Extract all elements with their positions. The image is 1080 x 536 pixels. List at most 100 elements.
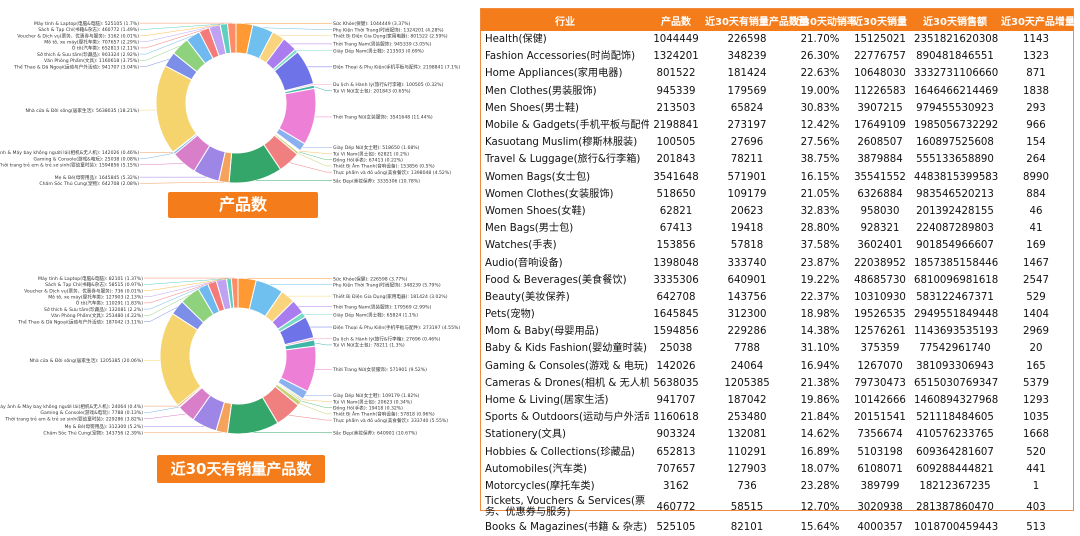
value-cell: 15.64% <box>791 519 849 536</box>
slice-label: Thời Trang Nam(男装服饰): 179569 (2.99%) <box>332 303 431 310</box>
industry-table-container: 行业产品数近30天有销量产品数量近30天动销率近30天销量近30天销售额近30天… <box>480 8 1074 511</box>
slice-label: Giày Dép Nữ(女士鞋): 518650 (1.68%) <box>333 144 420 151</box>
value-cell: 1398048 <box>649 254 703 271</box>
value-cell: 333740 <box>703 254 791 271</box>
industry-cell: Men Bags(男士包) <box>481 220 649 237</box>
value-cell: 21.70% <box>791 31 849 48</box>
value-cell: 571901 <box>703 169 791 186</box>
value-cell: 903324 <box>649 426 703 443</box>
slice-label: Du lịch & Hành lý(旅行&行李箱): 100505 (0.32%… <box>333 81 443 88</box>
value-cell: 2198841 <box>649 117 703 134</box>
value-cell: 3162 <box>649 478 703 495</box>
slice-label: Văn Phòng Phẩm(文具): 253480 (4.22%) <box>51 312 143 319</box>
value-cell: 707657 <box>649 461 703 478</box>
value-cell: 1324201 <box>649 48 703 65</box>
value-cell: 1646466214469 <box>911 83 999 100</box>
slice-label: Túi Ví Nữ(女士包): 201843 (0.65%) <box>332 87 411 94</box>
value-cell: 2547 <box>999 272 1073 289</box>
sold-product-count-donut-chart: Sức Khỏe(保健): 226598 (3.77%)Phụ Kiện Thờ… <box>0 263 470 448</box>
slice-label: Phụ Kiện Thời Trang(时尚配饰): 1324201 (4.28… <box>333 26 444 33</box>
value-cell: 1293 <box>999 392 1073 409</box>
value-cell: 884 <box>999 186 1073 203</box>
leader-line <box>140 163 184 164</box>
value-cell: 28.80% <box>791 220 849 237</box>
leader-line <box>314 87 332 91</box>
value-cell: 640901 <box>703 272 791 289</box>
value-cell: 10310930 <box>849 289 911 306</box>
value-cell: 890481846551 <box>911 48 999 65</box>
industry-cell: Books & Magazines(书籍 & 杂志) <box>481 519 649 536</box>
value-cell: 18.98% <box>791 306 849 323</box>
slice-label: Thể Thao & Dã Ngoại(运动与户外活动): 941707 (3.… <box>13 63 139 70</box>
value-cell: 801522 <box>649 65 703 82</box>
value-cell: 3879884 <box>849 151 911 168</box>
value-cell: 1143 <box>999 31 1073 48</box>
slice-label: Văn Phòng Phẩm(文具): 1160618 (3.75%) <box>44 57 139 64</box>
value-cell: 100505 <box>649 134 703 151</box>
slice-label: Thiết Bị Điện Gia Dụng(家用电器): 181424 (3.… <box>332 293 448 300</box>
value-cell: 224087289803 <box>911 220 999 237</box>
value-cell: 1668 <box>999 426 1073 443</box>
value-cell: 583122467371 <box>911 289 999 306</box>
value-cell: 229286 <box>703 323 791 340</box>
value-cell: 1857385158446 <box>911 254 999 271</box>
value-cell: 10648030 <box>849 65 911 82</box>
value-cell: 18212367235 <box>911 478 999 495</box>
slice-label: Chăm Sóc Thú Cưng(宠物): 143756 (2.39%) <box>43 429 143 436</box>
value-cell: 1467 <box>999 254 1073 271</box>
value-cell: 1205385 <box>703 375 791 392</box>
column-header: 近30天销售额 <box>911 9 999 31</box>
value-cell: 403 <box>999 495 1073 519</box>
industry-cell: Cameras & Drones(相机 & 无人机) <box>481 375 649 392</box>
slice-label: Nhà cửa & Đời sống(居家生活): 1205385 (20.06… <box>29 357 143 364</box>
value-cell: 132081 <box>703 426 791 443</box>
value-cell: 281387860470 <box>911 495 999 519</box>
value-cell: 12.70% <box>791 495 849 519</box>
industry-cell: Gaming & Consoles(游戏 & 电玩) <box>481 358 649 375</box>
value-cell: 21.84% <box>791 409 849 426</box>
value-cell: 381093306943 <box>911 358 999 375</box>
slice-label: Túi Ví Nam(男士包): 62821 (0.2%) <box>332 150 409 157</box>
value-cell: 8990 <box>999 169 1073 186</box>
value-cell: 1160618 <box>649 409 703 426</box>
value-cell: 67413 <box>649 220 703 237</box>
value-cell: 273197 <box>703 117 791 134</box>
industry-cell: Food & Beverages(美食餐饮) <box>481 272 649 289</box>
value-cell: 389799 <box>849 478 911 495</box>
value-cell: 15125021 <box>849 31 911 48</box>
value-cell: 3335306 <box>649 272 703 289</box>
industry-cell: Automobiles(汽车类) <box>481 461 649 478</box>
slice-label: Mô tô, xe máy(摩托车类): 707657 (2.29%) <box>44 39 139 46</box>
industry-cell: Pets(宠物) <box>481 306 649 323</box>
value-cell: 38.75% <box>791 151 849 168</box>
value-cell: 16.94% <box>791 358 849 375</box>
industry-cell: Sports & Outdoors(运动与户外活动) <box>481 409 649 426</box>
industry-cell: Travel & Luggage(旅行&行李箱) <box>481 151 649 168</box>
industry-cell: Fashion Accessories(时尚配饰) <box>481 48 649 65</box>
value-cell: 1404 <box>999 306 1073 323</box>
value-cell: 62821 <box>649 203 703 220</box>
industry-cell: Baby & Kids Fashion(婴幼童时装) <box>481 340 649 357</box>
value-cell: 264 <box>999 151 1073 168</box>
column-header: 近30天产品增量 <box>999 9 1073 31</box>
slice-label: Sắc Đẹp(美妆保养): 640901 (10.67%) <box>333 429 417 436</box>
value-cell: 12576261 <box>849 323 911 340</box>
value-cell: 22038952 <box>849 254 911 271</box>
slice-label: Phụ Kiện Thời Trang(时尚配饰): 348239 (5.79%… <box>333 282 441 289</box>
value-cell: 2969 <box>999 323 1073 340</box>
leader-line <box>315 343 332 345</box>
slice-label: Sắc Đẹp(美妆保养): 3335306 (10.78%) <box>333 177 420 184</box>
industry-cell: Health(保健) <box>481 31 649 48</box>
slice-label: Ô tô(汽车类): 110291 (1.83%) <box>76 300 143 307</box>
value-cell: 14.38% <box>791 323 849 340</box>
